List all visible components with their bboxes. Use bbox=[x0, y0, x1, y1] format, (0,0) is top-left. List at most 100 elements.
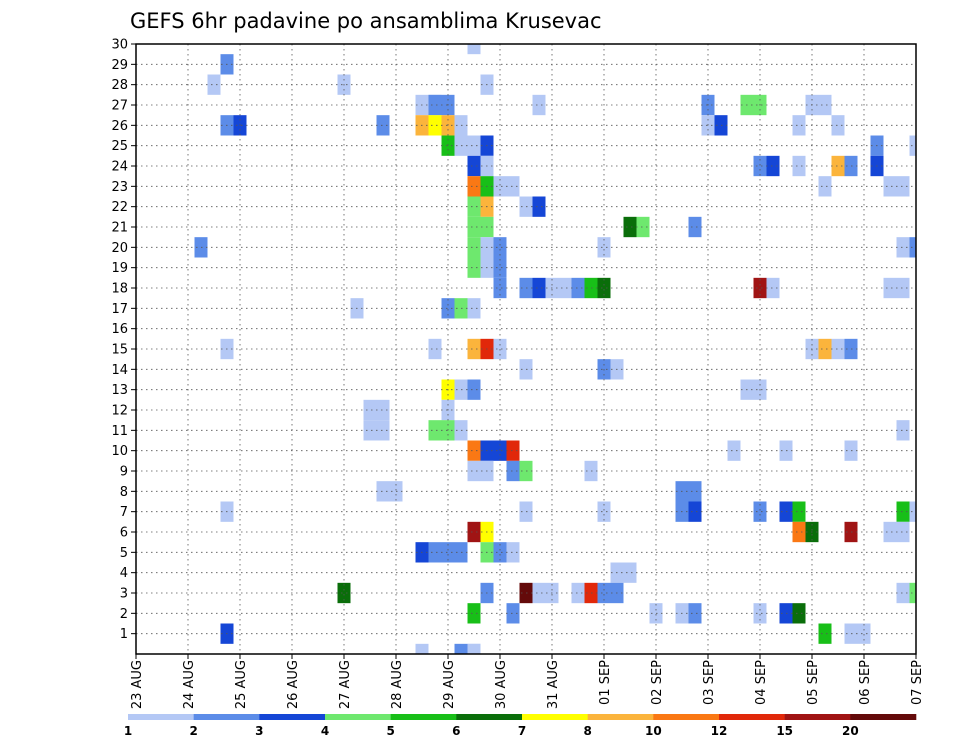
x-tick-label: 25 AUG bbox=[234, 660, 249, 709]
precip-cell bbox=[441, 298, 455, 319]
y-tick-label: 18 bbox=[111, 282, 128, 297]
colorbar-swatch bbox=[128, 714, 194, 720]
x-tick-label: 04 SEP bbox=[754, 660, 769, 705]
y-tick-label: 26 bbox=[111, 119, 128, 134]
y-tick-label: 20 bbox=[111, 241, 128, 256]
y-tick-label: 23 bbox=[111, 180, 128, 195]
x-tick-label: 06 SEP bbox=[858, 660, 873, 705]
colorbar-swatch bbox=[259, 714, 326, 720]
precip-cell bbox=[571, 277, 585, 299]
precip-cell bbox=[207, 74, 221, 95]
colorbar-swatch bbox=[390, 714, 457, 720]
precip-cell bbox=[428, 115, 442, 136]
precip-cell bbox=[883, 521, 897, 543]
precip-cell bbox=[766, 155, 780, 177]
y-tick-label: 10 bbox=[111, 444, 128, 459]
colorbar-label: 20 bbox=[842, 724, 859, 738]
precip-cell bbox=[831, 115, 845, 136]
precip-cell bbox=[376, 399, 390, 421]
colorbar-label: 3 bbox=[255, 724, 263, 738]
precip-cell bbox=[792, 115, 806, 136]
x-tick-label: 23 AUG bbox=[130, 660, 145, 709]
precip-cell bbox=[818, 94, 832, 116]
precip-cell bbox=[688, 216, 702, 238]
precip-cell bbox=[467, 135, 481, 156]
precip-cell bbox=[532, 582, 546, 604]
precip-cell bbox=[428, 542, 442, 563]
y-tick-label: 16 bbox=[111, 322, 128, 337]
precip-cell bbox=[493, 440, 507, 461]
x-tick-label: 28 AUG bbox=[390, 660, 405, 709]
precip-cell bbox=[467, 379, 481, 400]
precip-cell bbox=[883, 176, 897, 197]
precip-cell bbox=[467, 643, 481, 654]
precip-cell bbox=[493, 277, 507, 299]
colorbar-label: 1 bbox=[124, 724, 132, 738]
precip-cell bbox=[415, 643, 429, 654]
precip-cell bbox=[831, 155, 845, 177]
y-tick-label: 17 bbox=[111, 302, 128, 317]
y-tick-label: 12 bbox=[111, 404, 128, 419]
precip-cell bbox=[909, 501, 916, 522]
precip-cell bbox=[506, 542, 520, 563]
precip-cell bbox=[428, 420, 442, 441]
precip-cell bbox=[896, 582, 910, 604]
x-tick-label: 29 AUG bbox=[442, 660, 457, 709]
precip-cell bbox=[753, 277, 767, 299]
colorbar-label: 15 bbox=[776, 724, 793, 738]
y-tick-label: 5 bbox=[120, 546, 128, 561]
precip-cell bbox=[467, 257, 481, 278]
precip-cell bbox=[688, 501, 702, 522]
y-tick-label: 6 bbox=[120, 526, 128, 541]
colorbar-label: 6 bbox=[452, 724, 460, 738]
precip-cell bbox=[506, 603, 520, 624]
precip-cell bbox=[883, 277, 897, 299]
y-tick-label: 28 bbox=[111, 78, 128, 93]
precip-cell bbox=[753, 603, 767, 624]
y-tick-label: 15 bbox=[111, 343, 128, 358]
precip-cell bbox=[597, 582, 611, 604]
x-tick-label: 01 SEP bbox=[598, 660, 613, 705]
x-tick-label: 07 SEP bbox=[910, 660, 925, 705]
colorbar-swatch bbox=[587, 714, 654, 720]
precip-cell bbox=[792, 501, 806, 522]
precip-cell bbox=[571, 582, 585, 604]
x-tick-label: 31 AUG bbox=[546, 660, 561, 709]
y-tick-label: 21 bbox=[111, 221, 128, 236]
y-tick-label: 30 bbox=[111, 38, 128, 53]
colorbar-label: 2 bbox=[189, 724, 197, 738]
y-tick-label: 4 bbox=[120, 566, 128, 581]
colorbar: 1 2 3 4 5 6 7 8 10 12 15 20 bbox=[124, 714, 917, 738]
precip-cell bbox=[753, 155, 767, 177]
precip-cell bbox=[792, 603, 806, 624]
precip-cell bbox=[493, 542, 507, 563]
colorbar-label: 10 bbox=[645, 724, 662, 738]
precip-cell bbox=[766, 277, 780, 299]
precip-cell bbox=[753, 501, 767, 522]
chart-title: GEFS 6hr padavine po ansamblima Krusevac bbox=[130, 9, 602, 33]
colorbar-label: 4 bbox=[321, 724, 329, 738]
precip-cell bbox=[467, 155, 481, 177]
y-tick-label: 25 bbox=[111, 139, 128, 154]
precip-cell bbox=[558, 277, 572, 299]
y-tick-label: 22 bbox=[111, 200, 128, 215]
y-tick-label: 3 bbox=[120, 587, 128, 602]
precip-cell bbox=[597, 237, 611, 258]
precip-cell bbox=[467, 338, 481, 360]
y-tick-label: 1 bbox=[120, 627, 128, 642]
colorbar-swatch bbox=[522, 714, 588, 720]
precip-cell bbox=[441, 542, 455, 563]
precip-cell bbox=[792, 155, 806, 177]
precip-cell bbox=[818, 176, 832, 197]
precip-cell bbox=[506, 460, 520, 482]
colorbar-swatch bbox=[653, 714, 720, 720]
precip-cell bbox=[532, 94, 546, 116]
precip-cell bbox=[467, 44, 481, 55]
colorbar-swatch bbox=[719, 714, 785, 720]
cells-layer bbox=[194, 44, 916, 654]
precip-cell bbox=[493, 237, 507, 258]
colorbar-label: 5 bbox=[386, 724, 394, 738]
y-tick-label: 27 bbox=[111, 99, 128, 114]
precip-cell bbox=[376, 115, 390, 136]
